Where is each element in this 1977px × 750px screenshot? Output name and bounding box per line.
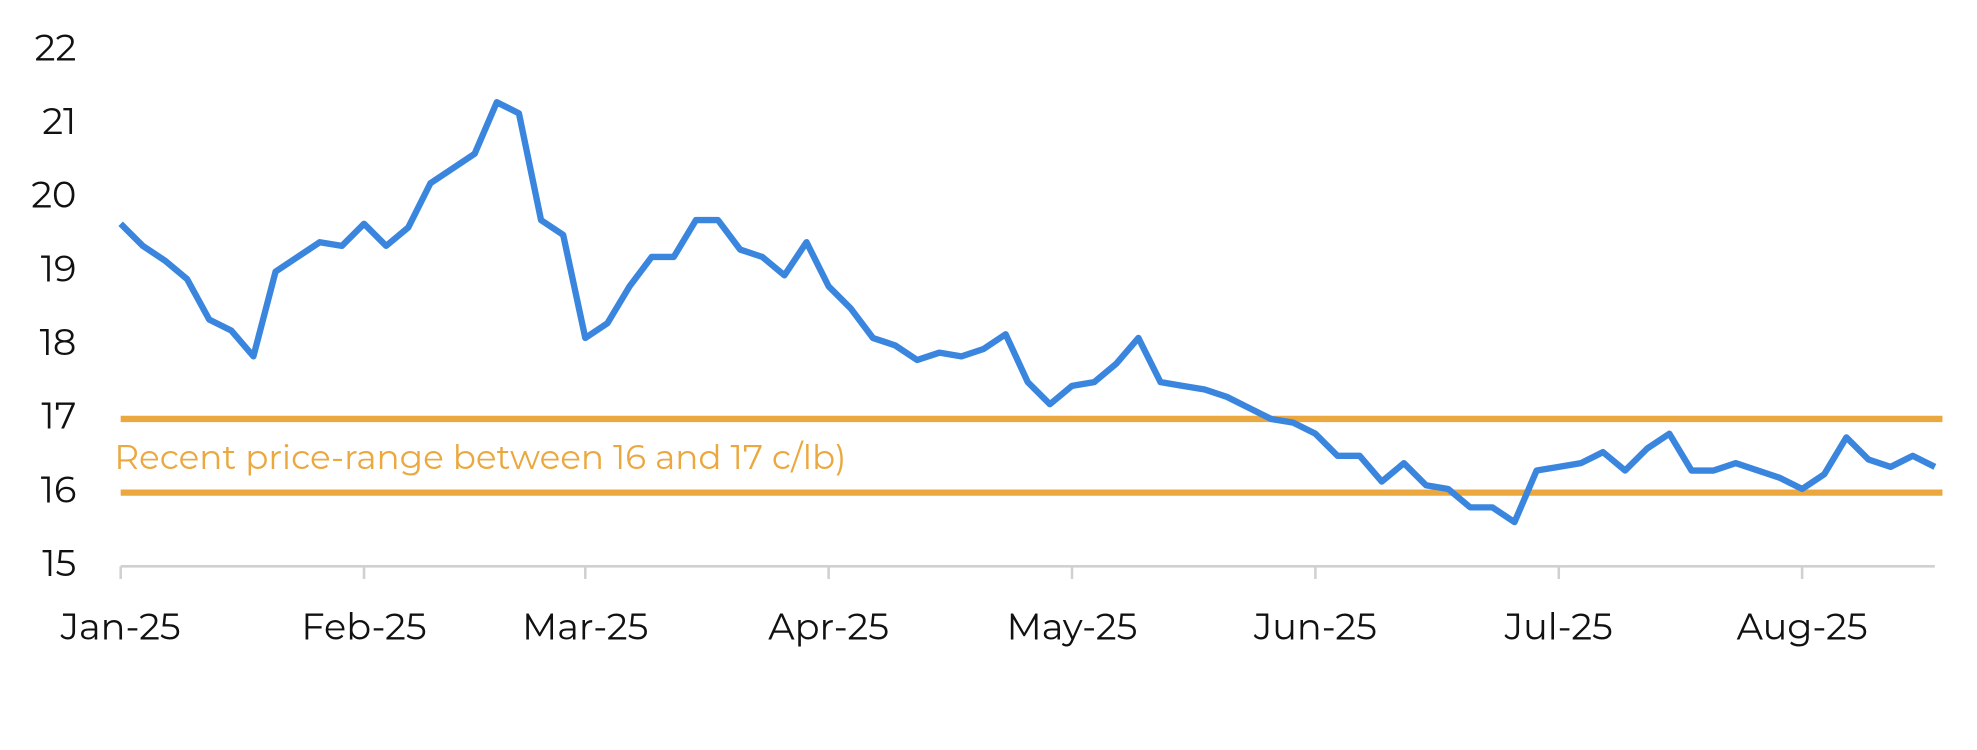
x-tick-label: Apr-25 [768, 604, 889, 649]
x-tick-label: Jul-25 [1504, 604, 1613, 649]
y-tick-label: 19 [41, 246, 77, 291]
price-line [118, 99, 1937, 526]
y-tick-label: 20 [31, 173, 76, 218]
x-tick-label: Feb-25 [301, 604, 426, 649]
x-tick-label: May-25 [1007, 604, 1138, 649]
y-tick-label: 16 [41, 467, 77, 512]
x-tick-label: Jan-25 [60, 604, 181, 649]
y-tick-label: 17 [41, 394, 76, 439]
y-tick-label: 18 [40, 320, 77, 365]
x-tick-label: Mar-25 [522, 604, 648, 649]
y-tick-label: 21 [42, 99, 76, 144]
x-tick-label: Aug-25 [1737, 604, 1868, 649]
annotation: Recent price-range between 16 and 17 c/l… [114, 436, 846, 478]
y-tick-label: 22 [35, 25, 77, 70]
y-tick-label: 15 [42, 541, 76, 586]
x-tick-label: Jun-25 [1253, 604, 1377, 649]
